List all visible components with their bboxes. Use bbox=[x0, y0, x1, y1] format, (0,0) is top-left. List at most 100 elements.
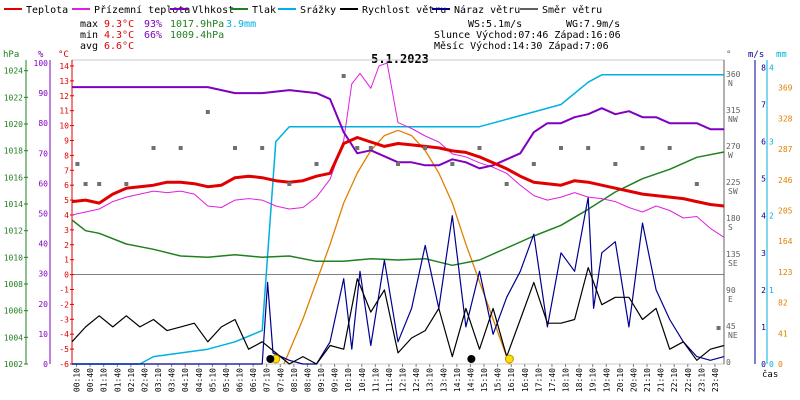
info-sun-times: Slunce Východ:07:46 Západ:16:06 bbox=[434, 29, 621, 41]
temperature-tick-label: 5 bbox=[64, 196, 69, 205]
solar-tick-label: 369 bbox=[778, 84, 793, 93]
pressure-tick-label: 1022 bbox=[4, 93, 23, 102]
direction-tick-label: 45 bbox=[726, 322, 736, 331]
legend-label-wind-direction: Směr větru bbox=[542, 4, 602, 16]
x-tick-label: 20:40 bbox=[629, 368, 638, 392]
direction-compass-label: S bbox=[728, 223, 733, 232]
x-tick-label: 02:10 bbox=[127, 368, 136, 392]
x-tick-label: 13:40 bbox=[439, 368, 448, 392]
wind-speed-line bbox=[71, 267, 725, 365]
wind-direction-point bbox=[260, 146, 265, 150]
stats-avg-temp: 6.6°C bbox=[104, 41, 134, 52]
humidity-line bbox=[72, 86, 724, 170]
direction-tick-label: 180 bbox=[726, 214, 741, 223]
wind-direction-point bbox=[396, 162, 400, 166]
pressure-tick-label: 1012 bbox=[4, 227, 23, 236]
wind-direction-point bbox=[368, 146, 373, 150]
direction-tick-label: 135 bbox=[726, 250, 741, 259]
solar-tick-label: 123 bbox=[778, 268, 793, 277]
pressure-line bbox=[71, 151, 725, 267]
wind-speed-tick-label: 4 bbox=[761, 212, 766, 221]
x-tick-label: 18:40 bbox=[575, 368, 584, 392]
axis-unit-labels: hPa % °C ° m/s mm čas bbox=[3, 50, 787, 380]
wind-direction-point bbox=[314, 162, 319, 166]
rain-tick-label: 1 bbox=[769, 286, 774, 295]
temperature-line bbox=[71, 136, 725, 208]
wind-direction-point bbox=[694, 182, 699, 186]
wind-direction-point bbox=[559, 146, 563, 150]
direction-compass-label: NE bbox=[728, 331, 738, 340]
x-tick-label: 21:40 bbox=[657, 368, 666, 392]
direction-compass-label: E bbox=[728, 295, 733, 304]
pressure-tick-label: 1018 bbox=[4, 147, 23, 156]
wind-direction-point bbox=[667, 146, 672, 150]
axis-unit-degree: ° bbox=[726, 50, 731, 60]
wind-direction-point bbox=[477, 146, 482, 150]
temperature-tick-label: 13 bbox=[59, 77, 69, 86]
x-tick-label: 21:10 bbox=[643, 368, 652, 392]
wind-direction-point bbox=[613, 162, 618, 166]
temperature-tick-label: 3 bbox=[64, 226, 69, 235]
solar-tick-label: 246 bbox=[778, 176, 793, 185]
humidity-tick-label: 50 bbox=[38, 210, 48, 219]
x-tick-label: 08:40 bbox=[303, 368, 312, 392]
wind-direction-point bbox=[97, 182, 102, 186]
wind-direction-point bbox=[124, 182, 129, 186]
wind-speed-tick-label: 6 bbox=[761, 138, 766, 147]
x-tick-label: 02:40 bbox=[140, 368, 149, 392]
x-tick-label: 00:40 bbox=[86, 368, 95, 392]
stats-avg-label: avg bbox=[80, 41, 98, 52]
x-tick-label: 19:10 bbox=[589, 368, 598, 392]
axis-ticks: 1024102210201018101610141012101010081006… bbox=[4, 59, 793, 392]
humidity-tick-label: 0 bbox=[43, 360, 48, 369]
direction-tick-label: 360 bbox=[726, 70, 741, 79]
stats-max-temp: 9.3°C bbox=[104, 19, 134, 30]
wind-direction-point bbox=[586, 146, 591, 150]
sun-event-icon bbox=[504, 354, 514, 364]
info-wind-speed: WS:5.1m/s bbox=[468, 19, 522, 30]
x-tick-label: 03:10 bbox=[154, 368, 163, 392]
solar-tick-label: 328 bbox=[778, 114, 793, 123]
solar-tick-label: 0 bbox=[778, 360, 783, 369]
x-tick-label: 00:10 bbox=[73, 368, 82, 392]
solar-tick-label: 205 bbox=[778, 206, 793, 215]
axis-unit-celsius: °C bbox=[58, 50, 69, 60]
wind-speed-tick-label: 3 bbox=[761, 249, 766, 258]
x-tick-label: 05:10 bbox=[208, 368, 217, 392]
pressure-tick-label: 1020 bbox=[4, 120, 23, 129]
direction-tick-label: 270 bbox=[726, 142, 741, 151]
direction-compass-label: SE bbox=[728, 259, 738, 268]
temperature-tick-label: 11 bbox=[59, 107, 69, 116]
info-block: WS:5.1m/s WG:7.9m/s Slunce Východ:07:46 … bbox=[434, 19, 621, 52]
stats-max-label: max bbox=[80, 19, 98, 30]
solar-radiation-line bbox=[283, 129, 511, 365]
humidity-tick-label: 70 bbox=[38, 149, 48, 158]
wind-speed-tick-label: 1 bbox=[761, 323, 766, 332]
temperature-tick-label: 6 bbox=[64, 181, 69, 190]
direction-tick-label: 225 bbox=[726, 178, 741, 187]
ground-temperature-line bbox=[71, 62, 725, 238]
direction-tick-label: 90 bbox=[726, 286, 736, 295]
x-tick-label: 17:40 bbox=[548, 368, 557, 392]
stats-max-humidity: 93% bbox=[144, 19, 162, 30]
legend-label-humidity: Vlhkost bbox=[192, 5, 234, 16]
x-tick-label: 16:40 bbox=[521, 368, 530, 392]
rain-tick-label: 4 bbox=[769, 63, 774, 72]
pressure-tick-label: 1002 bbox=[4, 360, 23, 369]
wind-speed-tick-label: 8 bbox=[761, 63, 766, 72]
wind-direction-point bbox=[205, 110, 210, 114]
temperature-tick-label: 7 bbox=[64, 166, 69, 175]
axis-unit-mm: mm bbox=[776, 50, 787, 60]
wind-direction-point bbox=[287, 182, 292, 186]
temperature-tick-label: -2 bbox=[59, 300, 69, 309]
direction-tick-label: 315 bbox=[726, 106, 741, 115]
humidity-tick-label: 30 bbox=[38, 270, 48, 279]
wind-direction-point bbox=[450, 162, 455, 166]
wind-direction-point bbox=[640, 146, 645, 150]
x-tick-label: 19:40 bbox=[602, 368, 611, 392]
rain-tick-label: 2 bbox=[769, 212, 774, 221]
x-tick-label: 15:40 bbox=[494, 368, 503, 392]
x-tick-label: 01:10 bbox=[100, 368, 109, 392]
x-tick-label: 09:10 bbox=[317, 368, 326, 392]
